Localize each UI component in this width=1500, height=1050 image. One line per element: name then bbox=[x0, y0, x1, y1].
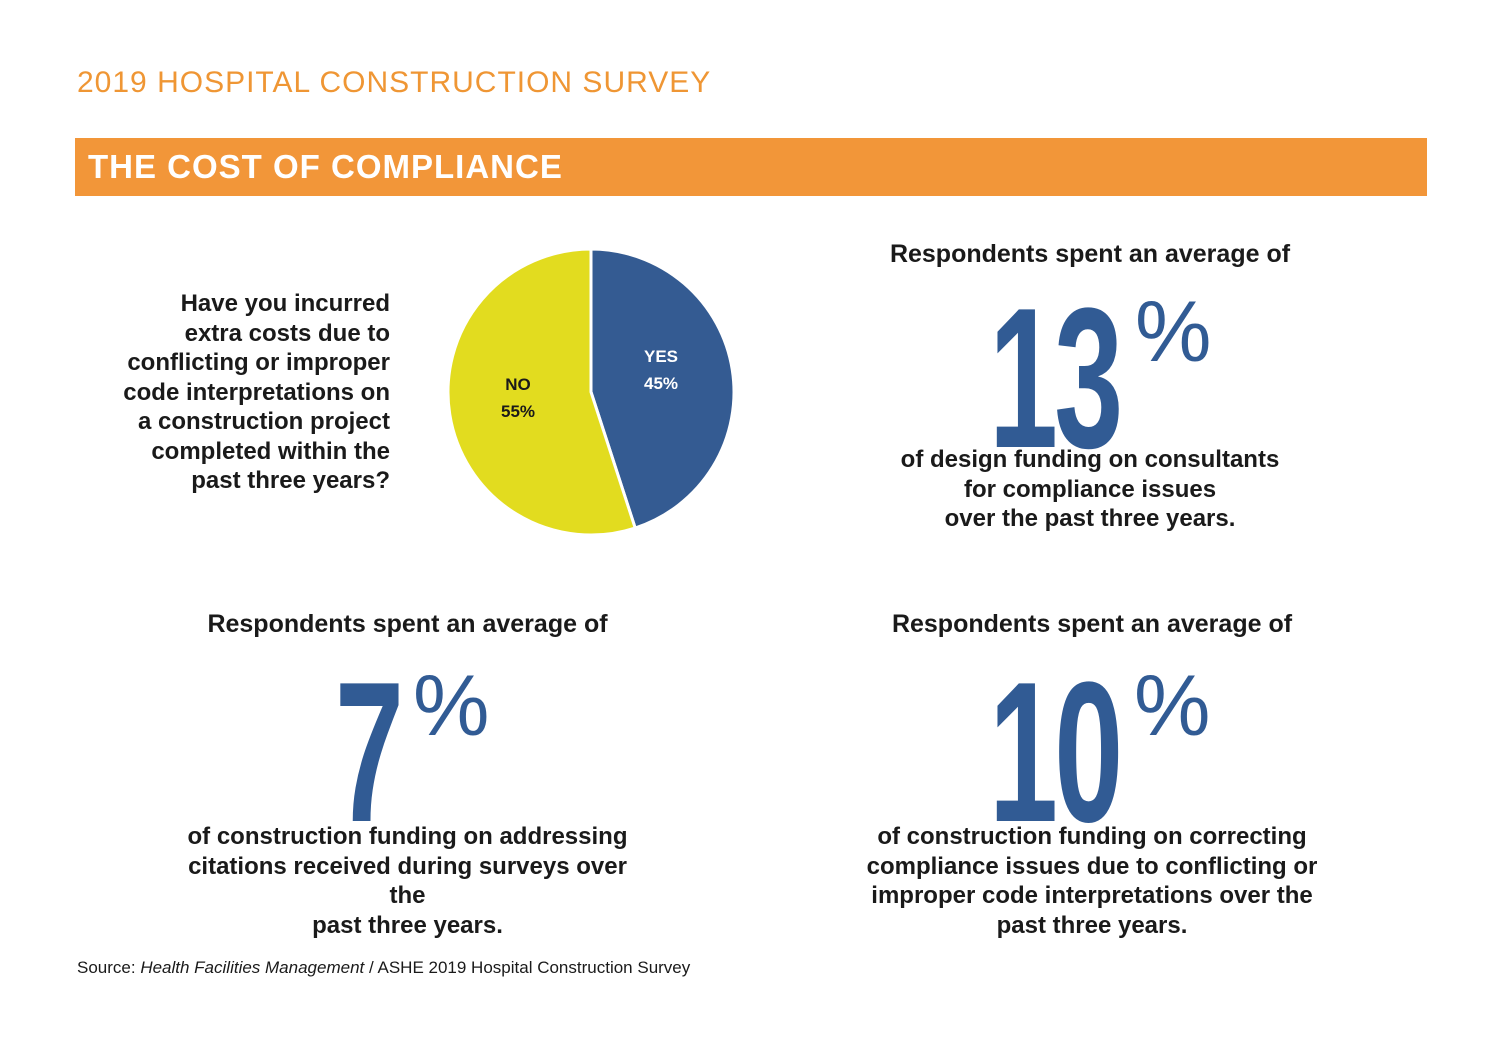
pie-value-no: 55% bbox=[501, 402, 535, 421]
desc-line: improper code interpretations over the bbox=[871, 882, 1313, 909]
stat-big-value: 13 % bbox=[870, 269, 1310, 479]
question-line: completed within the bbox=[151, 437, 390, 465]
stat-citations: Respondents spent an average of 7 % of c… bbox=[170, 610, 645, 940]
stat-lead: Respondents spent an average of bbox=[207, 610, 608, 638]
stat-lead: Respondents spent an average of bbox=[891, 610, 1293, 638]
percent-sign: % bbox=[1134, 658, 1211, 754]
desc-line: past three years. bbox=[312, 911, 503, 939]
desc-line: citations received during surveys over t… bbox=[188, 852, 627, 910]
question-line: a construction project bbox=[137, 408, 390, 435]
desc-line: of construction funding on correcting bbox=[877, 823, 1307, 850]
stat-big-value: 10 % bbox=[862, 639, 1322, 853]
percent-sign: % bbox=[1135, 284, 1212, 380]
source-rest: ASHE 2019 Hospital Construction Survey bbox=[377, 958, 691, 977]
percent-sign: % bbox=[413, 658, 490, 754]
pie-slice-yes bbox=[589, 247, 736, 530]
stat-correcting: Respondents spent an average of 10 % of … bbox=[862, 610, 1322, 940]
stat-number: 10 bbox=[989, 641, 1123, 864]
desc-line: past three years. bbox=[996, 911, 1188, 939]
pie-label-no: NO bbox=[505, 375, 531, 394]
source-separator: / bbox=[364, 958, 378, 977]
question-line: conflicting or improper bbox=[127, 349, 390, 376]
source-note: Source: Health Facilities Management / A… bbox=[77, 958, 690, 978]
desc-line: compliance issues due to conflicting or bbox=[866, 852, 1318, 880]
stat-number: 13 bbox=[989, 267, 1123, 490]
section-banner: THE COST OF COMPLIANCE bbox=[75, 138, 1427, 196]
pie-label-yes: YES bbox=[644, 347, 678, 366]
banner-title: THE COST OF COMPLIANCE bbox=[88, 148, 563, 185]
question-line: Have you incurred bbox=[180, 290, 390, 317]
question-line: code interpretations on bbox=[123, 378, 390, 406]
pie-value-yes: 45% bbox=[644, 374, 678, 393]
stat-description: of design funding on consultants for com… bbox=[870, 445, 1310, 534]
stat-description: of construction funding on addressing ci… bbox=[170, 822, 645, 940]
stat-design-funding: Respondents spent an average of 13 % of … bbox=[870, 240, 1310, 534]
stat-number: 7 bbox=[335, 641, 404, 864]
question-line: past three years? bbox=[191, 467, 390, 494]
desc-line: over the past three years. bbox=[944, 505, 1236, 532]
pie-chart: YES 45% NO 55% bbox=[446, 247, 736, 537]
stat-description: of construction funding on correcting co… bbox=[862, 822, 1322, 940]
stat-big-value: 7 % bbox=[170, 639, 645, 853]
pie-slice-no bbox=[446, 247, 637, 537]
survey-title: 2019 HOSPITAL CONSTRUCTION SURVEY bbox=[77, 66, 712, 99]
question-line: extra costs due to bbox=[184, 319, 390, 347]
desc-line: of design funding on consultants bbox=[900, 446, 1280, 473]
desc-line: of construction funding on addressing bbox=[187, 823, 628, 850]
source-prefix: Source: bbox=[77, 958, 141, 977]
desc-line: for compliance issues bbox=[963, 475, 1217, 503]
stat-lead: Respondents spent an average of bbox=[889, 240, 1291, 268]
pie-question: Have you incurred extra costs due to con… bbox=[100, 289, 390, 496]
source-publication: Health Facilities Management bbox=[140, 958, 365, 977]
